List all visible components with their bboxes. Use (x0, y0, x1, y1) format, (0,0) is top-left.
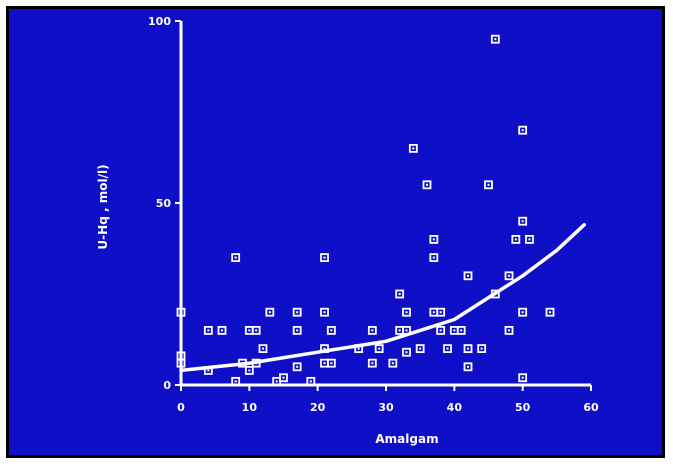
data-point (422, 180, 432, 190)
data-point (217, 325, 227, 335)
trend-curve (179, 223, 586, 373)
axis-ticks (175, 20, 592, 391)
data-point (231, 253, 241, 263)
data-point (265, 307, 275, 317)
data-point (504, 271, 514, 281)
data-point (490, 34, 500, 44)
data-point (545, 307, 555, 317)
x-tick-label: 0 (177, 401, 185, 414)
data-point (306, 376, 316, 386)
data-point (326, 358, 336, 368)
data-point (292, 325, 302, 335)
data-point (367, 325, 377, 335)
data-point (402, 307, 411, 317)
y-tick-label: 50 (156, 197, 172, 210)
data-point (436, 307, 446, 317)
data-point (374, 344, 384, 354)
x-tick-label: 40 (447, 401, 463, 414)
data-point (463, 344, 473, 354)
data-point (231, 376, 241, 386)
data-point (251, 325, 261, 335)
x-tick-label: 30 (378, 401, 394, 414)
y-axis-title: U-Hq , mol/l) (96, 164, 110, 249)
data-point (504, 325, 514, 335)
data-point (456, 325, 466, 335)
data-point (518, 373, 528, 383)
data-point (176, 358, 186, 368)
data-point (402, 347, 411, 357)
y-tick-label: 0 (163, 379, 171, 392)
data-point (395, 289, 405, 299)
data-point (518, 307, 528, 317)
data-point (463, 362, 473, 372)
data-point (320, 307, 329, 317)
data-point (484, 180, 493, 190)
data-point (518, 216, 528, 226)
x-tick-label: 10 (242, 401, 258, 414)
data-point (436, 325, 446, 335)
chart-axes (179, 21, 591, 387)
data-point (511, 234, 521, 244)
data-point (176, 307, 186, 317)
data-point (518, 125, 528, 135)
x-axis-title: Amalgam (375, 432, 438, 446)
scatter-chart: 0 10 20 30 40 50 60 0 50 100 Amalgam U-Hq , mol/l… (96, 15, 599, 446)
data-point (320, 253, 329, 263)
data-point (525, 234, 534, 244)
axis-tick-labels: 0 10 20 30 40 50 60 0 50 100 (148, 15, 599, 414)
data-point (408, 143, 418, 153)
x-tick-label: 20 (310, 401, 326, 414)
slide-background: 0 10 20 30 40 50 60 0 50 100 Amalgam U-Hq , mol/l… (6, 6, 665, 458)
data-point (415, 344, 425, 354)
data-point (443, 344, 452, 354)
x-tick-label: 50 (515, 401, 531, 414)
data-point (258, 344, 268, 354)
data-point (429, 253, 439, 263)
data-point (326, 325, 336, 335)
data-point (477, 344, 487, 354)
data-point (292, 362, 302, 372)
data-point (463, 271, 473, 281)
data-point (203, 325, 213, 335)
data-point (367, 358, 377, 368)
y-tick-label: 100 (148, 15, 171, 28)
x-tick-label: 60 (583, 401, 599, 414)
data-point (388, 358, 398, 368)
data-points (176, 34, 555, 386)
data-point (279, 373, 288, 383)
data-point (429, 234, 439, 244)
data-point (292, 307, 302, 317)
data-point (244, 366, 254, 375)
